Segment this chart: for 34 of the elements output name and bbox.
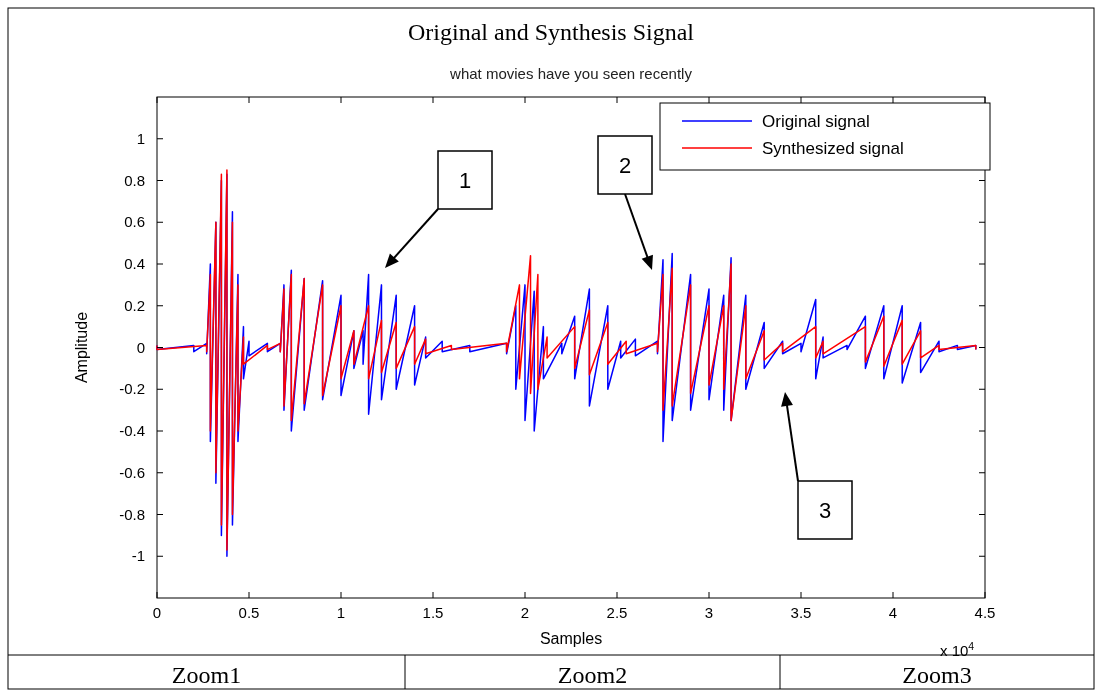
y-tick-label: 0.4 [124, 255, 145, 272]
x-tick-label: 1 [336, 604, 346, 621]
y-tick-label: 0.2 [124, 296, 145, 314]
x-tick-label: 4 [888, 604, 898, 621]
x-tick-label: 2 [520, 604, 530, 621]
annotation: 3 [818, 498, 832, 523]
text: Zoom1 [171, 662, 242, 688]
y-tick-label: 0 [136, 338, 145, 356]
text: x 10$^{4}$ [940, 640, 975, 659]
annotation: 1 [458, 168, 472, 193]
x-tick-label: 0 [152, 604, 162, 621]
y-tick-label: 0.6 [124, 213, 145, 231]
legend-label: Original signal [762, 112, 870, 131]
y-axis-title: Amplitude [73, 311, 90, 384]
y-tick-label: 0.8 [124, 171, 145, 189]
legend-label: Synthesized signal [762, 139, 904, 158]
x-tick-label: 1.5 [422, 604, 444, 621]
y-tick-label: -1 [131, 547, 145, 565]
x-tick-label: 0.5 [238, 604, 260, 621]
chart-subtitle: what movies have you seen recently [449, 65, 693, 82]
annotation: 2 [618, 153, 632, 178]
y-tick-label: -0.6 [119, 463, 145, 481]
chart-title: Original and Synthesis Signal [408, 19, 695, 45]
text: Zoom2 [557, 662, 628, 688]
y-tick-label: 1 [136, 129, 145, 147]
x-tick-label: 3 [704, 604, 714, 621]
x-tick-label: 3.5 [790, 604, 812, 621]
text: Zoom3 [902, 662, 972, 688]
y-tick-label: -0.2 [119, 380, 145, 398]
y-tick-label: -0.8 [119, 505, 145, 523]
x-tick-label: 4.5 [974, 604, 996, 621]
y-tick-label: -0.4 [119, 422, 145, 439]
x-axis-title: Samples [539, 630, 603, 647]
x-tick-label: 2.5 [606, 604, 628, 621]
